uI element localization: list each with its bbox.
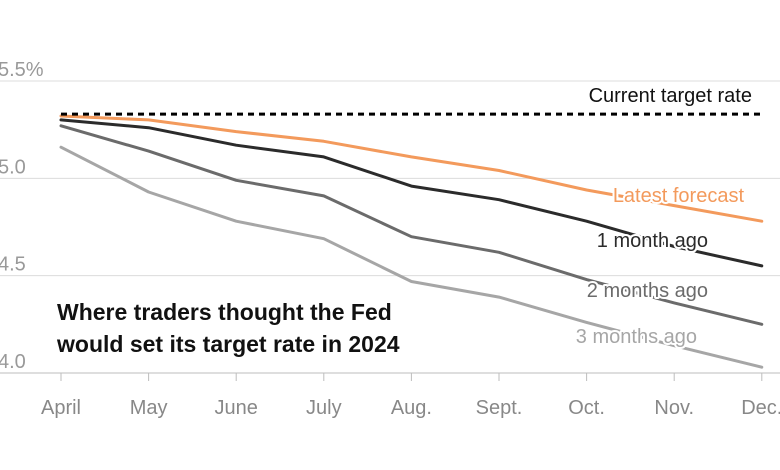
chart-title-line-0: Where traders thought the Fed [57, 299, 392, 325]
x-tick-label-3: July [306, 397, 342, 419]
y-tick-label-5-5: 5.5% [0, 59, 44, 81]
series-line-latest [59, 114, 764, 223]
x-tick-label-5: Sept. [476, 397, 523, 419]
x-tick-label-2: June [215, 397, 258, 419]
series-label-latest: Latest forecast [613, 185, 745, 207]
series-lines [59, 114, 764, 369]
x-tick-label-7: Nov. [654, 397, 694, 419]
y-tick-label-4: 4.0 [0, 351, 26, 373]
chart-title-line-1: would set its target rate in 2024 [56, 331, 400, 357]
series-labels: 3 months ago 2 months ago 1 month ago Lates… [574, 183, 747, 350]
reference-line-label: Current target rate [589, 85, 752, 107]
series-line-m1 [59, 118, 764, 268]
y-tick-label-4-5: 4.5 [0, 254, 26, 276]
series-label-m1: 1 month ago [597, 230, 708, 252]
y-tick-label-5: 5.0 [0, 156, 26, 178]
x-tick-label-8: Dec. [741, 397, 780, 419]
chart-title: Where traders thought the Fed would set i… [56, 299, 400, 357]
series-label-m2: 2 months ago [587, 280, 708, 302]
reference-line-group: Current target rate [61, 83, 760, 116]
series-line-m2 [59, 124, 764, 326]
series-label-m3: 3 months ago [576, 326, 697, 348]
x-tick-label-4: Aug. [391, 397, 432, 419]
x-tick-label-1: May [130, 397, 168, 419]
x-axis-ticks: April May June July Aug. Sept. Oct. Nov. Dec. [41, 373, 780, 419]
x-tick-label-0: April [41, 397, 81, 419]
x-tick-label-6: Oct. [568, 397, 605, 419]
series-line-m3 [59, 145, 764, 369]
